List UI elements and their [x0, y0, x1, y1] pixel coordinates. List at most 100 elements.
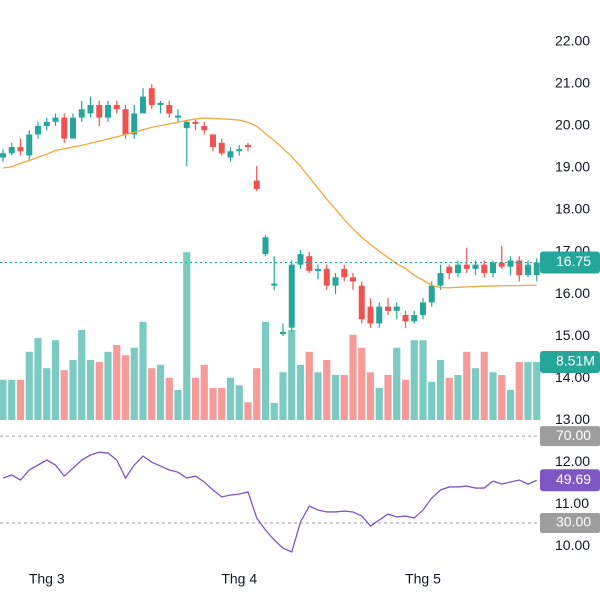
volume-bar	[428, 381, 436, 420]
candle-body	[280, 331, 286, 334]
candle-body	[437, 273, 444, 286]
volume-bar	[314, 372, 322, 420]
volume-bar	[401, 379, 410, 420]
candle-body	[288, 264, 295, 328]
y-tick-label: 16.00	[555, 285, 590, 301]
volume-bar	[139, 321, 147, 420]
candle-body	[402, 315, 409, 322]
candle-body	[122, 109, 129, 135]
candle-body	[236, 149, 243, 152]
volume-bar	[384, 374, 392, 420]
candle-body	[78, 109, 85, 118]
y-tick-label: 10.00	[555, 537, 590, 553]
volume-bar	[445, 377, 453, 420]
rsi-level-box	[540, 513, 600, 534]
volume-label: 8.51M	[556, 353, 595, 369]
volume-bar	[366, 372, 375, 420]
y-tick-label: 20.00	[555, 117, 590, 133]
candle-body	[463, 264, 470, 269]
volume-bar	[288, 329, 296, 420]
volume-bar	[358, 347, 366, 420]
candle-body	[516, 260, 523, 276]
candle-body	[61, 117, 68, 139]
candle-body	[253, 180, 260, 190]
candle-body	[376, 306, 383, 324]
volume-bar	[279, 372, 287, 420]
volume-bar	[235, 385, 243, 420]
candle-body	[140, 96, 146, 114]
rsi-line	[2, 451, 538, 553]
candle-body	[87, 105, 94, 114]
volume-bar	[0, 379, 7, 420]
y-tick-label: 11.00	[555, 495, 589, 511]
candle-body	[428, 285, 435, 303]
volume-bar	[25, 351, 33, 420]
volume-bar	[419, 340, 427, 420]
volume-bar	[515, 362, 523, 420]
rsi-level-label: 70.00	[556, 427, 591, 443]
volume-bar	[305, 351, 313, 420]
candle-body	[26, 134, 33, 156]
last-price-box	[540, 251, 600, 274]
volume-bar	[533, 361, 541, 420]
candle-body	[8, 147, 15, 154]
y-tick-label: 12.00	[555, 453, 590, 469]
candle-body	[70, 117, 76, 139]
volume-box	[540, 350, 600, 373]
volume-bar	[253, 368, 261, 420]
candle-body	[245, 144, 251, 148]
volume-bar	[95, 362, 103, 420]
candle-body	[192, 121, 199, 124]
y-tick-label: 21.00	[555, 75, 590, 91]
volume-bar	[174, 389, 182, 420]
volume-bar	[489, 372, 497, 420]
volume-bar	[323, 359, 331, 420]
volume-bar	[261, 321, 270, 420]
candle-body	[35, 126, 41, 135]
volume-bar	[463, 351, 471, 420]
candle-body	[0, 153, 6, 158]
rsi-value-label: 49.69	[556, 471, 591, 487]
candle-body	[341, 268, 348, 278]
volume-bar	[524, 361, 532, 420]
y-tick-label: 18.00	[555, 201, 590, 217]
volume-bar	[244, 402, 252, 420]
y-tick-label: 22.00	[555, 33, 590, 49]
volume-bar	[51, 340, 60, 420]
candle-body	[96, 105, 103, 118]
candle-body	[271, 283, 278, 286]
candle-body	[507, 260, 514, 267]
volume-bar	[218, 387, 226, 420]
candle-body	[455, 264, 461, 274]
rsi-level-label: 30.00	[556, 514, 591, 530]
volume-bar	[436, 359, 445, 420]
candle-body	[210, 134, 216, 148]
volume-bar	[69, 359, 77, 420]
candle-body	[227, 151, 234, 158]
candle-body	[490, 262, 496, 274]
volume-bar	[104, 351, 112, 420]
volume-bar	[296, 364, 305, 420]
x-tick-label: Thg 4	[221, 571, 257, 587]
candle-body	[420, 302, 426, 316]
volume-bar	[270, 402, 278, 420]
candle-body	[201, 126, 208, 131]
volume-bar	[156, 364, 165, 420]
candle-body	[446, 266, 453, 274]
volume-bar	[393, 347, 401, 420]
candle-body	[367, 306, 374, 324]
rsi-value-box	[540, 469, 600, 492]
candle-body	[533, 262, 540, 276]
y-tick-label: 13.00	[555, 411, 590, 427]
volume-bar	[43, 368, 51, 420]
volume-bar	[183, 252, 191, 420]
y-tick-label: 19.00	[555, 159, 590, 175]
volume-bar	[34, 338, 42, 420]
candle-body	[385, 306, 391, 311]
candle-body	[43, 121, 50, 127]
volume-bar	[8, 379, 16, 420]
candle-body	[52, 117, 59, 122]
candle-body	[166, 105, 173, 114]
candle-body	[472, 264, 479, 269]
